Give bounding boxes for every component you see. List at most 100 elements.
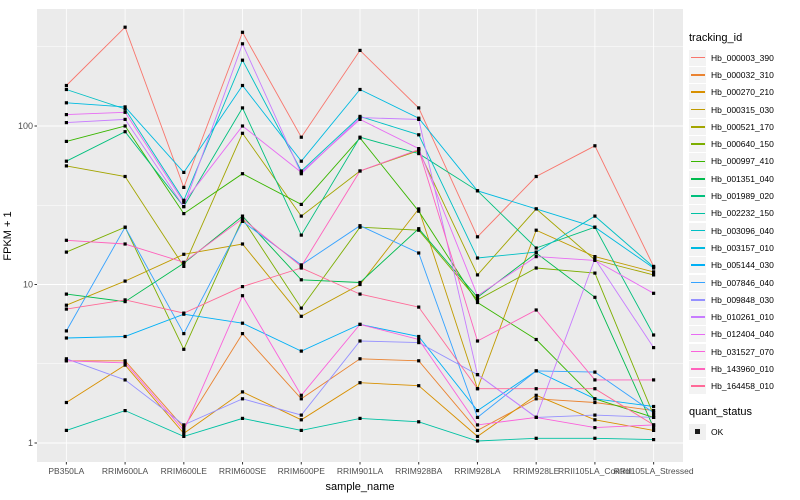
data-point xyxy=(123,25,127,29)
data-point xyxy=(417,334,421,339)
data-point xyxy=(417,148,421,152)
data-point xyxy=(182,200,186,204)
data-point xyxy=(123,300,127,304)
data-point xyxy=(64,139,68,143)
series-color-line-icon xyxy=(690,195,705,197)
legend-item: Hb_000270_210 xyxy=(689,84,799,101)
series-color-line-icon xyxy=(690,108,705,111)
legend-item: Hb_164458_010 xyxy=(689,378,799,395)
legend-item: Hb_002232_150 xyxy=(689,205,799,222)
legend-item-label: Hb_012404_040 xyxy=(711,329,774,340)
data-point xyxy=(652,413,656,417)
data-point xyxy=(299,214,303,218)
data-point xyxy=(652,409,656,413)
x-axis-tick-label: RRIM600SE xyxy=(219,466,267,476)
data-point xyxy=(299,233,303,237)
data-point xyxy=(593,370,597,374)
legend-item-label: OK xyxy=(711,426,724,437)
data-point xyxy=(64,329,68,333)
data-point xyxy=(652,428,656,432)
legend-shape-items: OK xyxy=(689,423,799,440)
series-color-line-icon xyxy=(690,126,705,128)
data-point xyxy=(358,87,362,92)
data-point xyxy=(240,397,245,401)
data-point xyxy=(417,133,421,137)
legend-item-quant-status: OK xyxy=(689,423,799,440)
data-point xyxy=(652,346,656,350)
legend-item-label: Hb_009848_030 xyxy=(711,294,774,305)
legend-item: Hb_031527_070 xyxy=(689,343,799,360)
data-point xyxy=(358,339,362,343)
legend-item: Hb_005144_030 xyxy=(689,257,799,274)
data-point xyxy=(64,400,68,405)
legend-item-label: Hb_143960_010 xyxy=(711,363,774,374)
series-color-line-icon xyxy=(690,264,705,266)
data-point xyxy=(64,307,68,311)
legend-key-box xyxy=(689,239,706,256)
data-point xyxy=(593,144,597,148)
data-point xyxy=(123,298,127,302)
data-point xyxy=(534,369,538,373)
data-point xyxy=(182,170,186,174)
data-point xyxy=(534,174,538,179)
data-point xyxy=(417,207,421,211)
legend-item-label: Hb_164458_010 xyxy=(711,381,774,392)
legend-item: Hb_000997_410 xyxy=(689,153,799,170)
series-color-line-icon xyxy=(690,56,705,59)
data-point xyxy=(64,359,68,363)
data-point xyxy=(358,381,362,385)
data-point xyxy=(358,280,362,285)
data-point xyxy=(534,415,538,419)
data-point xyxy=(534,308,538,312)
legend-item-label: Hb_031527_070 xyxy=(711,346,774,357)
legend-item-label: Hb_010261_010 xyxy=(711,312,774,323)
data-point xyxy=(299,349,303,353)
data-point xyxy=(593,295,597,299)
data-point xyxy=(652,266,656,270)
legend-item-label: Hb_000270_210 xyxy=(711,87,774,98)
data-point xyxy=(475,373,480,377)
data-point xyxy=(182,260,186,264)
data-point xyxy=(652,426,656,430)
series-color-line-icon xyxy=(690,177,705,180)
data-point xyxy=(475,298,480,302)
x-axis-tick-label: RRII105LA_Stressed xyxy=(614,466,694,476)
data-point xyxy=(358,48,362,52)
data-point xyxy=(652,333,656,337)
data-point xyxy=(182,185,186,189)
data-point xyxy=(64,101,68,105)
data-point xyxy=(652,378,656,382)
data-point xyxy=(417,341,421,345)
data-point xyxy=(475,235,480,239)
data-point xyxy=(417,152,421,156)
legend-key-box xyxy=(689,101,706,118)
x-axis-tick-label: RRIM928LA xyxy=(454,466,501,476)
data-point xyxy=(534,387,538,391)
data-point xyxy=(182,332,186,336)
data-point xyxy=(64,159,68,163)
data-point xyxy=(593,214,597,218)
legend-key-box xyxy=(689,274,706,291)
data-point xyxy=(182,264,186,268)
x-axis-tick-label: RRIM600PE xyxy=(278,466,326,476)
data-point xyxy=(299,413,303,417)
x-axis-tick-label: RRIM928BA xyxy=(395,466,443,476)
x-axis-title: sample_name xyxy=(325,481,395,493)
series-color-line-icon xyxy=(690,299,705,301)
series-color-line-icon xyxy=(690,281,705,284)
y-axis-tick-label: 10 xyxy=(23,280,33,290)
legend-item-label: Hb_000521_170 xyxy=(711,121,774,132)
data-point xyxy=(417,305,421,309)
data-point xyxy=(475,409,480,413)
data-point xyxy=(358,116,362,120)
legend-key-box xyxy=(689,66,706,83)
legend-key-box xyxy=(689,49,706,66)
legend-item: Hb_010261_010 xyxy=(689,308,799,326)
data-point xyxy=(240,124,245,128)
data-point xyxy=(64,121,68,125)
legend-item-label: Hb_003157_010 xyxy=(711,242,774,253)
data-point xyxy=(358,322,362,326)
legend-item: Hb_007846_040 xyxy=(689,274,799,291)
data-point xyxy=(64,336,68,340)
